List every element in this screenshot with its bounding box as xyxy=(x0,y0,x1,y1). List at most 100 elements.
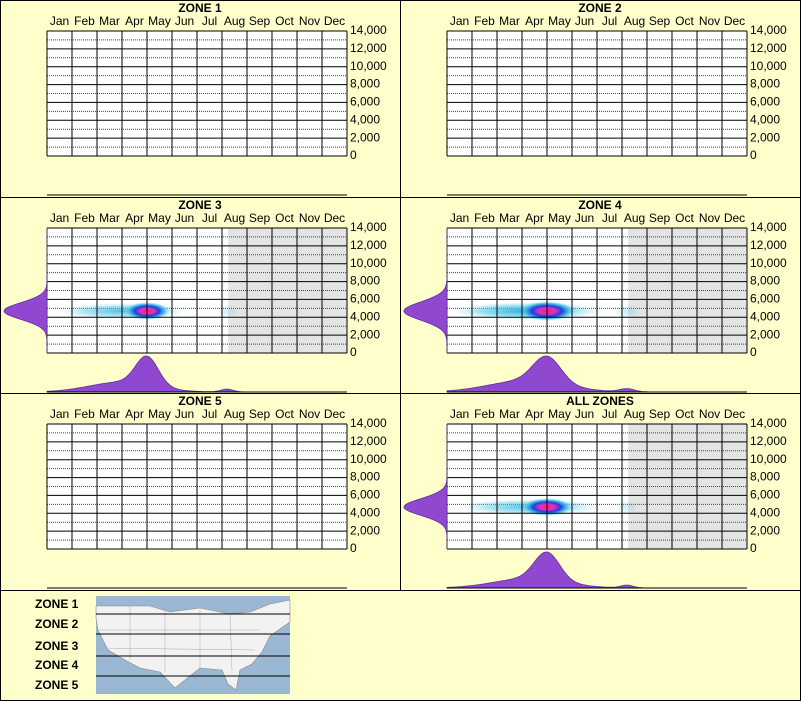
x-tick-label: Jan xyxy=(50,407,69,421)
y-tick-label: 0 xyxy=(750,541,757,555)
x-tick-label: Jul xyxy=(602,14,617,28)
x-tick-label: Feb xyxy=(74,211,95,225)
y-tick-label: 2,000 xyxy=(750,130,780,144)
panel-title: ZONE 2 xyxy=(578,1,622,15)
y-tick-label: 0 xyxy=(750,345,757,359)
y-tick-label: 4,000 xyxy=(350,505,380,519)
x-tick-label: Aug xyxy=(624,14,645,28)
x-tick-label: Aug xyxy=(224,407,245,421)
x-tick-label: Aug xyxy=(624,407,645,421)
elevation-density xyxy=(3,228,48,353)
y-tick-label: 14,000 xyxy=(350,416,387,430)
y-tick-label: 12,000 xyxy=(350,434,387,448)
x-tick-label: Oct xyxy=(275,211,294,225)
y-tick-label: 2,000 xyxy=(750,523,780,537)
elevation-density xyxy=(403,228,448,353)
zone-label: ZONE 4 xyxy=(35,658,79,672)
x-tick-label: Jun xyxy=(575,211,594,225)
x-tick-label: Dec xyxy=(724,14,745,28)
x-tick-label: Sep xyxy=(649,407,671,421)
x-tick-label: Jun xyxy=(175,211,194,225)
x-tick-label: Oct xyxy=(675,14,694,28)
density-hotspot xyxy=(612,303,642,319)
zone-label: ZONE 3 xyxy=(35,639,79,653)
x-tick-label: Feb xyxy=(474,211,495,225)
panel: ALL ZONES 0 2,000 4,000 6,000 8,000 10,000 12,0… xyxy=(403,394,787,589)
y-tick-label: 8,000 xyxy=(350,470,380,484)
x-tick-label: Jul xyxy=(602,211,617,225)
y-tick-label: 14,000 xyxy=(350,23,387,37)
panel-title: ZONE 4 xyxy=(578,198,622,212)
x-tick-label: Mar xyxy=(99,14,120,28)
x-tick-label: Aug xyxy=(224,211,245,225)
panel-title: ZONE 5 xyxy=(178,394,222,408)
x-tick-label: Mar xyxy=(499,14,520,28)
x-tick-label: Jun xyxy=(175,407,194,421)
x-tick-label: Oct xyxy=(675,211,694,225)
x-tick-label: Feb xyxy=(474,14,495,28)
panel: ZONE 3 0 2,000 4,000 6,000 8,000 10,000 12,000 1… xyxy=(3,198,387,393)
x-tick-label: Sep xyxy=(649,211,671,225)
panel: ZONE 2 0 2,000 4,000 6,000 8,000 10,000 12,000 1… xyxy=(446,1,787,196)
y-tick-label: 0 xyxy=(750,148,757,162)
y-tick-label: 6,000 xyxy=(350,292,380,306)
x-tick-label: Apr xyxy=(125,407,144,421)
x-tick-label: May xyxy=(548,211,571,225)
x-tick-label: Dec xyxy=(324,14,345,28)
y-tick-label: 4,000 xyxy=(750,505,780,519)
y-tick-label: 2,000 xyxy=(750,327,780,341)
zone-legend: ZONE 1 ZONE 2 ZONE 3 ZONE 4 ZONE 5 xyxy=(35,597,79,692)
x-tick-label: Jul xyxy=(202,211,217,225)
x-tick-label: Jan xyxy=(50,211,69,225)
x-tick-label: Feb xyxy=(474,407,495,421)
x-tick-label: Aug xyxy=(224,14,245,28)
y-tick-label: 6,000 xyxy=(750,488,780,502)
x-tick-label: Jul xyxy=(202,14,217,28)
x-tick-label: Jan xyxy=(450,211,469,225)
y-tick-label: 10,000 xyxy=(350,59,387,73)
y-tick-label: 14,000 xyxy=(350,220,387,234)
x-tick-label: May xyxy=(148,211,171,225)
y-tick-label: 2,000 xyxy=(350,130,380,144)
x-tick-label: Dec xyxy=(324,211,345,225)
y-tick-label: 4,000 xyxy=(750,309,780,323)
x-tick-label: Apr xyxy=(525,211,544,225)
y-tick-label: 8,000 xyxy=(350,77,380,91)
y-tick-label: 8,000 xyxy=(750,77,780,91)
x-tick-label: Oct xyxy=(275,14,294,28)
y-tick-label: 10,000 xyxy=(350,452,387,466)
y-tick-label: 10,000 xyxy=(750,256,787,270)
x-tick-label: Jul xyxy=(602,407,617,421)
x-tick-label: May xyxy=(548,407,571,421)
x-tick-label: Sep xyxy=(249,407,271,421)
x-tick-label: Mar xyxy=(499,407,520,421)
y-tick-label: 14,000 xyxy=(750,416,787,430)
x-tick-label: May xyxy=(148,407,171,421)
y-tick-label: 12,000 xyxy=(750,41,787,55)
panels: ZONE 1 0 2,000 4,000 6,000 8,000 10,000 12,000 1… xyxy=(3,1,787,589)
x-tick-label: Dec xyxy=(724,211,745,225)
y-tick-label: 10,000 xyxy=(350,256,387,270)
y-tick-label: 4,000 xyxy=(750,112,780,126)
y-tick-label: 6,000 xyxy=(750,292,780,306)
x-tick-label: Jan xyxy=(450,407,469,421)
zone-label: ZONE 2 xyxy=(35,617,79,631)
y-tick-label: 2,000 xyxy=(350,523,380,537)
x-tick-label: Dec xyxy=(724,407,745,421)
x-tick-label: Nov xyxy=(299,211,320,225)
x-tick-label: Apr xyxy=(525,14,544,28)
y-tick-label: 6,000 xyxy=(350,95,380,109)
y-tick-label: 12,000 xyxy=(750,434,787,448)
x-tick-label: Nov xyxy=(299,407,320,421)
y-tick-label: 8,000 xyxy=(750,470,780,484)
x-tick-label: Oct xyxy=(275,407,294,421)
x-tick-label: Aug xyxy=(624,211,645,225)
y-tick-label: 10,000 xyxy=(750,452,787,466)
x-tick-label: Jan xyxy=(50,14,69,28)
x-tick-label: Jun xyxy=(575,14,594,28)
x-tick-label: Mar xyxy=(499,211,520,225)
y-tick-label: 4,000 xyxy=(350,309,380,323)
x-tick-label: Nov xyxy=(299,14,320,28)
y-tick-label: 8,000 xyxy=(750,274,780,288)
